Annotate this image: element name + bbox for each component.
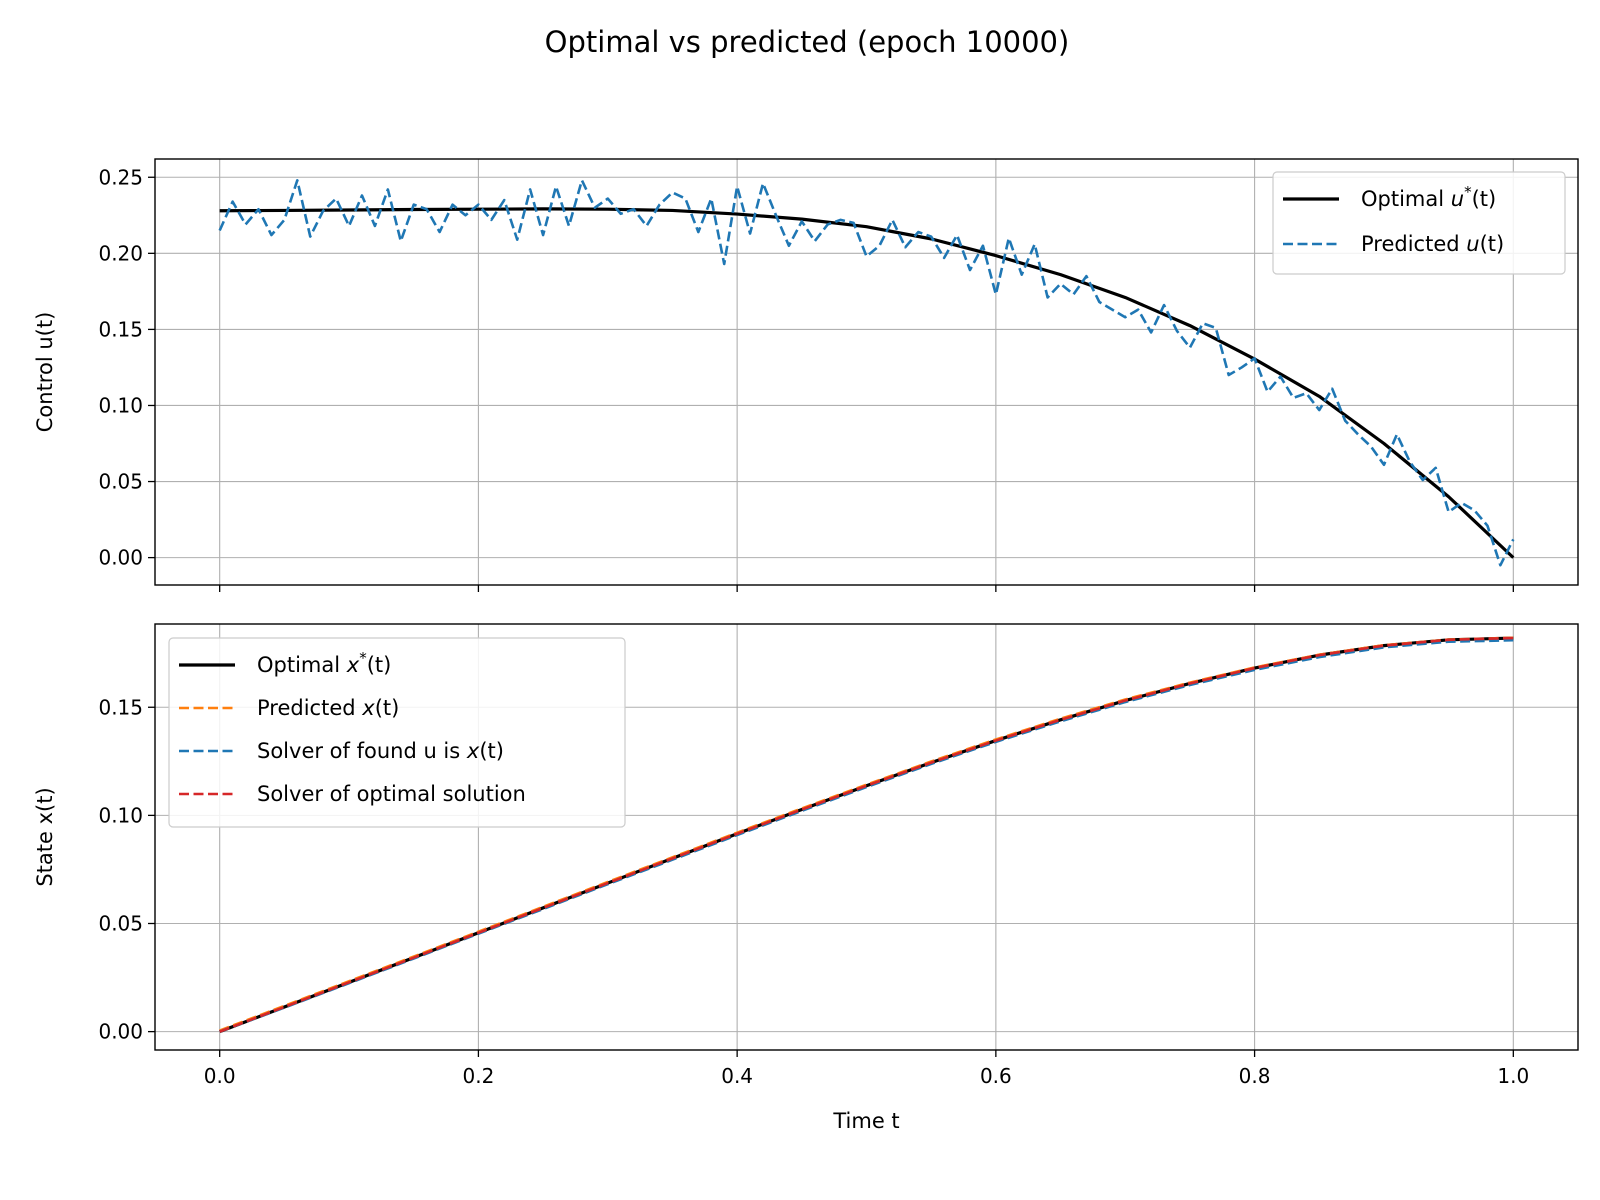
y-tick-label: 0.05: [98, 470, 143, 494]
y-tick-label: 0.15: [98, 695, 143, 719]
x-tick-label: 0.6: [980, 1064, 1012, 1088]
legend-label-text: Predicted: [1361, 232, 1466, 256]
legend-frame: [168, 637, 626, 828]
axes-frame: [154, 623, 1579, 1051]
series-line-1: [218, 179, 1515, 567]
legend-label: Solver of optimal solution: [257, 782, 526, 806]
legend-label-text: Predicted: [257, 696, 362, 720]
control-subplot: 0.00 0.05 0.10 0.15 0.20 0.25 Control u(t) Opti…: [33, 158, 1579, 592]
legend-label-argument: (t): [367, 653, 392, 677]
axes-frame: [154, 158, 1579, 586]
series-line-0: [219, 207, 1515, 559]
legend-label: Predicted x(t): [257, 696, 399, 720]
legend-label-variable: u: [1466, 232, 1479, 256]
x-tick-label: 0.0: [204, 1064, 236, 1088]
y-tick-label: 0.15: [98, 317, 143, 341]
y-axis-label: State x(t): [33, 787, 57, 886]
legend-label-text: Optimal: [1361, 187, 1451, 211]
legend-label-text: Solver of found u is: [257, 739, 467, 763]
x-axis-label: Time t: [832, 1109, 899, 1133]
legend-label-variable: u: [1451, 187, 1464, 211]
legend-label: Predicted u(t): [1361, 232, 1504, 256]
y-tick-label: 0.10: [98, 393, 143, 417]
y-tick-label: 0.00: [98, 1020, 143, 1044]
legend-label: Optimal u*(t): [1361, 183, 1496, 211]
y-tick-label: 0.10: [98, 803, 143, 827]
legend-label-superscript: *: [359, 649, 367, 667]
legend-label-argument: (t): [1480, 232, 1505, 256]
x-tick-label: 1.0: [1497, 1064, 1529, 1088]
y-tick-label: 0.00: [98, 546, 143, 570]
legend-label-variable: x: [361, 696, 375, 720]
legend-label-argument: (t): [479, 739, 504, 763]
legend-label: Solver of found u is x(t): [257, 739, 504, 763]
legend: Optimal u*(t)Predicted u(t): [1272, 171, 1566, 275]
y-axis-label: Control u(t): [33, 312, 57, 433]
figure-title: Optimal vs predicted (epoch 10000): [545, 25, 1070, 59]
legend-label: Optimal x*(t): [257, 649, 391, 677]
legend-label-text: Solver of optimal solution: [257, 782, 526, 806]
x-tick-label: 0.4: [721, 1064, 753, 1088]
legend-label-variable: x: [466, 739, 480, 763]
series-line-0: [219, 636, 1514, 1034]
y-tick-label: 0.25: [98, 165, 143, 189]
legend-label-argument: (t): [375, 696, 400, 720]
y-tick-label: 0.20: [98, 241, 143, 265]
legend-label-text: Optimal: [257, 653, 347, 677]
state-subplot: 0.0 0.2 0.4 0.6 0.8 1.0 0.00 0.05 0.10 0.15 State …: [33, 623, 1579, 1133]
y-tick-label: 0.05: [98, 911, 143, 935]
legend-label-superscript: *: [1464, 183, 1472, 201]
legend-label-argument: (t): [1472, 187, 1497, 211]
legend: Optimal x*(t)Predicted x(t)Solver of fou…: [168, 637, 626, 828]
legend-frame: [1272, 171, 1566, 275]
x-tick-label: 0.2: [463, 1064, 495, 1088]
x-tick-label: 0.8: [1239, 1064, 1271, 1088]
legend-label-variable: x: [346, 653, 360, 677]
